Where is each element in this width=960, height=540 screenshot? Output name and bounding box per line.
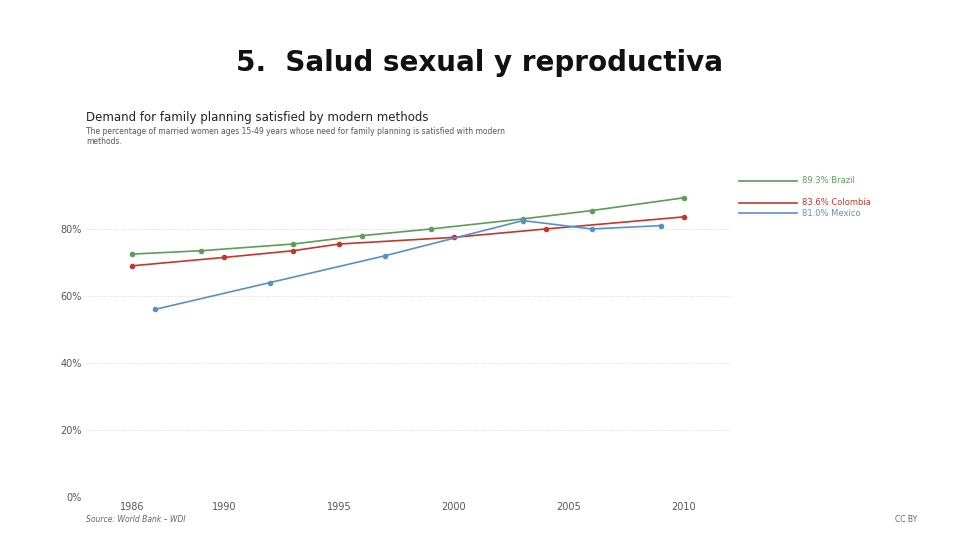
Text: The percentage of married women ages 15-49 years whose need for family planning : The percentage of married women ages 15-… [86, 127, 505, 146]
Text: Demand for family planning satisfied by modern methods: Demand for family planning satisfied by … [86, 111, 429, 124]
Text: OurWorld
in Data: OurWorld in Data [783, 92, 825, 111]
Text: 83.6% Colombia: 83.6% Colombia [802, 198, 871, 207]
Text: CC BY: CC BY [895, 515, 917, 524]
Text: 89.3% Brazil: 89.3% Brazil [802, 177, 854, 185]
Text: 81.0% Mexico: 81.0% Mexico [802, 209, 860, 218]
Text: 5.  Salud sexual y reproductiva: 5. Salud sexual y reproductiva [236, 49, 724, 77]
Text: Source: World Bank – WDI: Source: World Bank – WDI [86, 515, 186, 524]
